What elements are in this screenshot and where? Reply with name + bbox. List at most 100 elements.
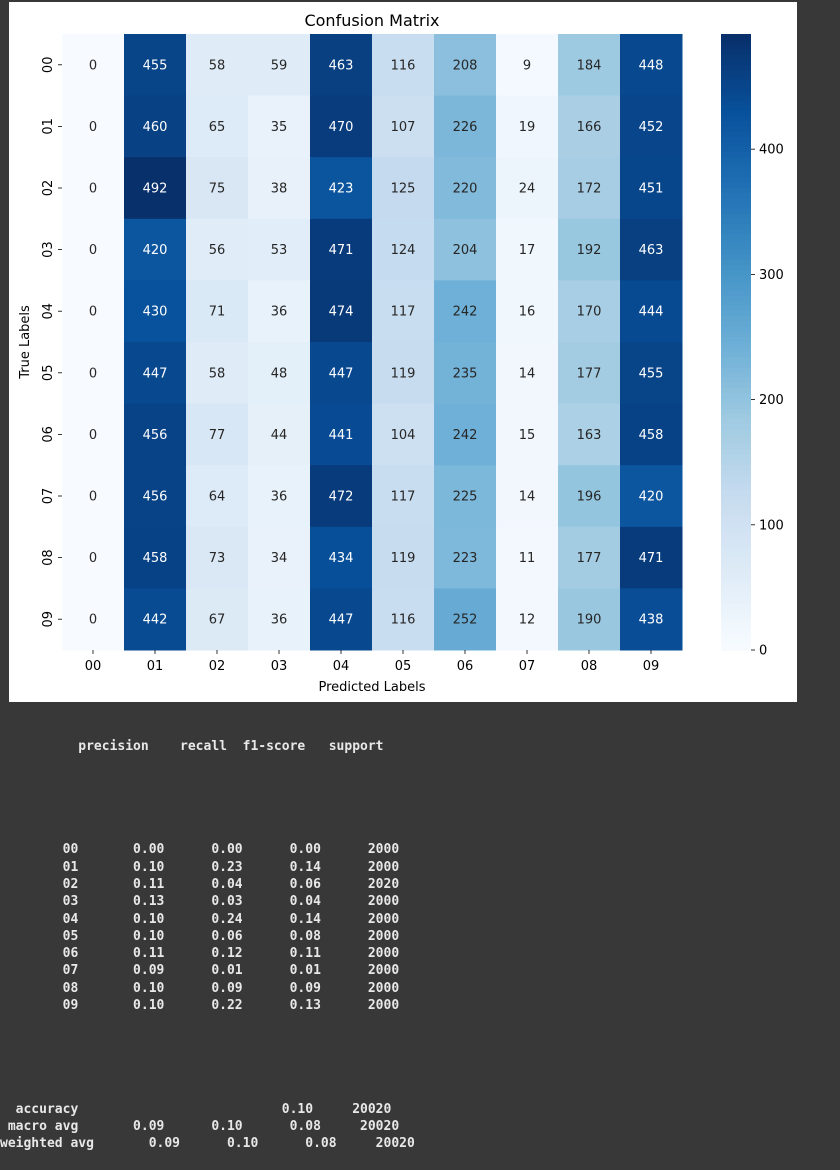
report-blank-line bbox=[0, 789, 415, 806]
heatmap-cell bbox=[558, 588, 621, 651]
heatmap-cell bbox=[434, 157, 497, 220]
heatmap-cell bbox=[434, 342, 497, 405]
colorbar-segment bbox=[721, 331, 751, 338]
colorbar-segment bbox=[721, 542, 751, 549]
cell-value-label: 192 bbox=[577, 243, 602, 258]
x-axis-label: Predicted Labels bbox=[318, 680, 425, 695]
colorbar-segment bbox=[721, 357, 751, 364]
y-axis-ticks: 00 01 02 03 04 05 06 07 08 09 bbox=[41, 57, 62, 627]
report-row: 03 0.13 0.03 0.04 2000 bbox=[0, 894, 400, 910]
colorbar-segment bbox=[721, 419, 751, 425]
colorbar-segment bbox=[721, 316, 751, 323]
y-tick-label: 04 bbox=[41, 303, 56, 320]
report-row: 05 0.10 0.06 0.08 2000 bbox=[0, 928, 400, 944]
heatmap-cell bbox=[186, 218, 249, 281]
colorbar-segment bbox=[721, 383, 751, 389]
x-axis-ticks: 00 01 02 03 04 05 06 07 08 09 bbox=[85, 650, 659, 674]
colorbar-segment bbox=[721, 588, 751, 595]
heatmap-cell bbox=[372, 465, 435, 528]
colorbar-segment bbox=[721, 485, 751, 492]
heatmap-cell bbox=[124, 465, 187, 528]
heatmap-cell bbox=[186, 526, 249, 589]
cell-value-label: 455 bbox=[143, 58, 168, 73]
colorbar-segment bbox=[721, 634, 751, 641]
heatmap-cell bbox=[620, 526, 683, 589]
heatmap-cell bbox=[310, 218, 373, 281]
y-tick-label: 01 bbox=[41, 118, 56, 135]
heatmap-cell bbox=[620, 465, 683, 528]
colorbar-segment bbox=[721, 44, 751, 51]
report-row: 07 0.09 0.01 0.01 2000 bbox=[0, 963, 400, 979]
colorbar-segment bbox=[721, 116, 751, 123]
heatmap-cell bbox=[372, 588, 435, 651]
y-axis-label: True Labels bbox=[18, 305, 33, 380]
colorbar-segment bbox=[721, 321, 751, 328]
cell-value-label: 15 bbox=[519, 428, 536, 443]
colorbar-segment bbox=[721, 234, 751, 241]
heatmap-cell bbox=[558, 342, 621, 405]
report-summary-rows: accuracy 0.10 20020 macro avg 0.09 0.10 … bbox=[0, 1101, 415, 1153]
heatmap-cell bbox=[620, 280, 683, 343]
colorbar-segment bbox=[721, 552, 751, 559]
x-tick-label: 03 bbox=[271, 659, 288, 674]
colorbar-segment bbox=[721, 229, 751, 235]
colorbar-segment bbox=[721, 490, 751, 497]
colorbar-segment bbox=[721, 439, 751, 446]
heatmap-cell bbox=[310, 403, 373, 466]
colorbar-segment bbox=[721, 177, 751, 184]
cell-value-label: 204 bbox=[453, 243, 478, 258]
colorbar-segment bbox=[721, 172, 751, 179]
colorbar-segment bbox=[721, 152, 751, 158]
colorbar-segment bbox=[721, 516, 751, 523]
colorbar-segment bbox=[721, 290, 751, 297]
heatmap-cell bbox=[496, 34, 559, 97]
cell-value-label: 48 bbox=[271, 366, 288, 381]
heatmap-cell bbox=[310, 526, 373, 589]
heatmap-cell bbox=[558, 218, 621, 281]
cell-value-label: 36 bbox=[271, 305, 288, 320]
heatmap-cell bbox=[62, 280, 125, 343]
report-blank-line bbox=[0, 1049, 415, 1066]
colorbar-segment bbox=[721, 295, 751, 302]
cell-value-label: 235 bbox=[453, 366, 478, 381]
cell-value-label: 177 bbox=[577, 366, 602, 381]
heatmap-cell bbox=[372, 218, 435, 281]
colorbar-segment bbox=[721, 460, 751, 466]
heatmap-cell bbox=[310, 588, 373, 651]
cell-value-label: 442 bbox=[143, 613, 168, 628]
x-tick-label: 02 bbox=[209, 659, 226, 674]
colorbar-segment bbox=[721, 629, 751, 636]
cell-value-label: 34 bbox=[271, 551, 288, 566]
heatmap-cell bbox=[620, 218, 683, 281]
colorbar-segment bbox=[721, 136, 751, 143]
colorbar-segment bbox=[721, 280, 751, 287]
cell-value-label: 470 bbox=[329, 120, 354, 135]
cell-value-label: 226 bbox=[453, 120, 478, 135]
colorbar-segment bbox=[721, 377, 751, 384]
cell-value-label: 125 bbox=[391, 182, 416, 197]
heatmap-cell bbox=[620, 403, 683, 466]
heatmap-cell bbox=[124, 280, 187, 343]
y-tick-label: 08 bbox=[41, 549, 56, 566]
cell-value-label: 177 bbox=[577, 551, 602, 566]
cell-value-label: 458 bbox=[143, 551, 168, 566]
colorbar-segment bbox=[721, 393, 751, 400]
cell-value-label: 44 bbox=[271, 428, 288, 443]
colorbar-segment bbox=[721, 146, 751, 153]
colorbar-segment bbox=[721, 131, 751, 138]
cell-value-label: 19 bbox=[519, 120, 536, 135]
colorbar-segment bbox=[721, 193, 751, 200]
colorbar-segment bbox=[721, 352, 751, 359]
colorbar-segment bbox=[721, 501, 751, 508]
heatmap-cells: 0 455 58 59 463 116 208 9 184 448 0 460 65 35 470 107 22… bbox=[62, 34, 683, 651]
cell-value-label: 471 bbox=[329, 243, 354, 258]
cell-value-label: 420 bbox=[639, 490, 664, 505]
cell-value-label: 0 bbox=[89, 366, 97, 381]
colorbar-tick-label: 0 bbox=[759, 644, 767, 659]
heatmap-cell bbox=[124, 526, 187, 589]
cell-value-label: 119 bbox=[391, 366, 416, 381]
heatmap-cell bbox=[496, 465, 559, 528]
colorbar-segment bbox=[721, 188, 751, 194]
heatmap-cell bbox=[372, 280, 435, 343]
colorbar-segment bbox=[721, 470, 751, 477]
